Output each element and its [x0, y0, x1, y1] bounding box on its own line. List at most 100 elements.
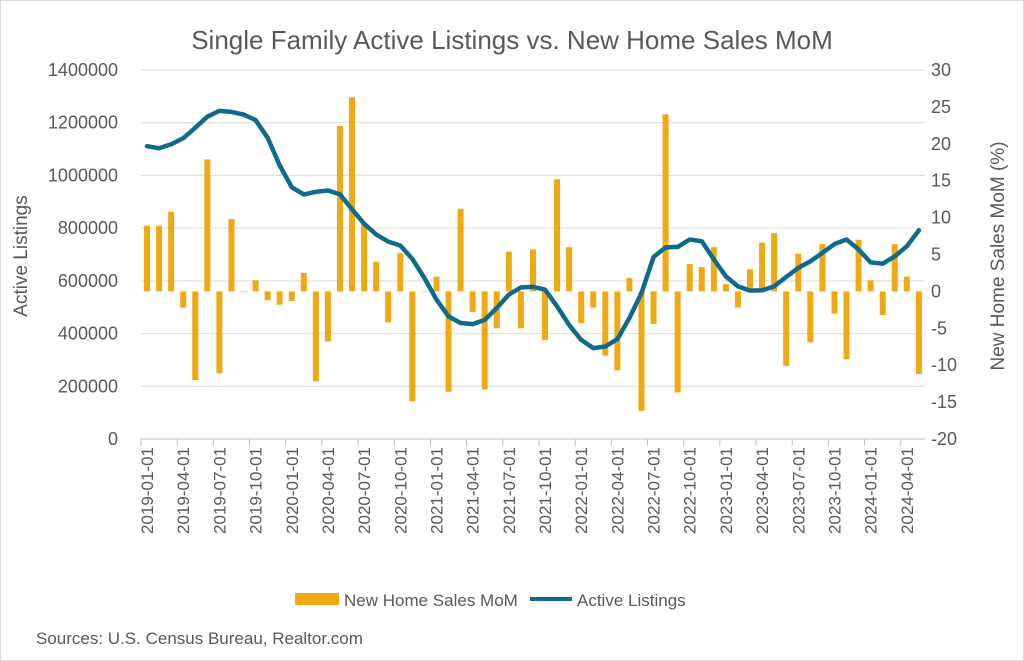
- bar: [349, 97, 356, 292]
- bar: [288, 291, 295, 301]
- bar: [759, 242, 766, 292]
- x-tick-label: 2020-01-01: [283, 447, 302, 534]
- bar: [783, 291, 790, 366]
- right-tick-label: 0: [931, 281, 941, 301]
- x-tick-label: 2019-10-01: [247, 447, 266, 534]
- bar: [915, 291, 922, 375]
- bar: [771, 233, 778, 292]
- x-tick-label: 2023-04-01: [753, 447, 772, 534]
- bar: [590, 291, 597, 308]
- bar: [409, 291, 416, 402]
- bar: [276, 291, 283, 305]
- legend-line-label: Active Listings: [577, 591, 686, 610]
- right-tick-label: 10: [931, 208, 951, 228]
- left-tick-label: 1200000: [48, 113, 118, 133]
- x-tick-label: 2020-04-01: [319, 447, 338, 534]
- bar: [397, 253, 404, 292]
- bar: [505, 251, 512, 292]
- bar: [602, 291, 609, 356]
- bar: [445, 291, 452, 392]
- x-tick-label: 2023-10-01: [825, 447, 844, 534]
- x-tick-label: 2022-04-01: [608, 447, 627, 534]
- right-tick-label: -15: [931, 392, 957, 412]
- bar: [517, 291, 524, 329]
- bar: [698, 267, 705, 292]
- bar: [204, 159, 211, 292]
- chart-title: Single Family Active Listings vs. New Ho…: [191, 25, 833, 55]
- x-tick-label: 2019-07-01: [210, 447, 229, 534]
- right-tick-label: -10: [931, 355, 957, 375]
- bar: [674, 291, 681, 393]
- line-series: [144, 108, 922, 351]
- x-tick-label: 2021-10-01: [536, 447, 555, 534]
- bar: [481, 291, 488, 390]
- x-tick-label: 2022-01-01: [572, 447, 591, 534]
- bar: [638, 291, 645, 411]
- left-tick-label: 200000: [58, 376, 118, 396]
- x-tick-label: 2021-04-01: [464, 447, 483, 534]
- bar: [457, 208, 464, 292]
- right-tick-label: 15: [931, 171, 951, 191]
- axes: 0 200000 400000 600000 800000 1000000 1200000 1…: [48, 60, 957, 534]
- bar: [264, 291, 271, 301]
- legend-bar-swatch: [295, 593, 339, 605]
- bar: [903, 276, 910, 292]
- active-listings-line: [144, 108, 922, 351]
- x-tick-label: 2021-07-01: [500, 447, 519, 534]
- bar: [867, 280, 874, 292]
- bar: [843, 291, 850, 360]
- bar: [566, 247, 573, 292]
- right-tick-label: -5: [931, 318, 947, 338]
- bar: [855, 239, 862, 292]
- left-tick-label: 1400000: [48, 60, 118, 80]
- bar-series: [144, 97, 922, 411]
- right-tick-label: 5: [931, 245, 941, 265]
- bar: [252, 280, 259, 292]
- bar: [747, 269, 754, 292]
- bar: [324, 291, 331, 342]
- x-tick-label: 2023-01-01: [717, 447, 736, 534]
- bar: [554, 179, 561, 292]
- bar: [807, 291, 814, 343]
- x-tick-label: 2020-07-01: [355, 447, 374, 534]
- bar: [734, 291, 741, 308]
- bar: [421, 291, 428, 292]
- bar: [831, 291, 838, 314]
- left-tick-label: 400000: [58, 324, 118, 344]
- bar: [542, 291, 549, 341]
- left-tick-label: 800000: [58, 218, 118, 238]
- right-tick-label: 30: [931, 60, 951, 80]
- bar: [722, 284, 729, 292]
- x-tick-label: 2022-10-01: [681, 447, 700, 534]
- bar: [192, 291, 199, 380]
- right-tick-label: 20: [931, 134, 951, 154]
- bar: [879, 291, 886, 316]
- bar: [156, 225, 163, 292]
- source-note: Sources: U.S. Census Bureau, Realtor.com: [36, 629, 363, 648]
- right-tick-label: -20: [931, 429, 957, 449]
- left-tick-label: 600000: [58, 271, 118, 291]
- gridlines: [141, 69, 925, 387]
- bar: [626, 278, 633, 292]
- bar: [710, 247, 717, 292]
- left-tick-label: 1000000: [48, 165, 118, 185]
- x-tick-label: 2020-10-01: [391, 447, 410, 534]
- bar: [795, 253, 802, 292]
- bar: [300, 272, 307, 292]
- x-tick-label: 2019-01-01: [138, 447, 157, 534]
- x-tick-label: 2024-01-01: [862, 447, 881, 534]
- bar: [336, 126, 343, 292]
- bar: [662, 114, 669, 292]
- bar: [228, 219, 235, 292]
- bar: [144, 225, 151, 292]
- bar: [891, 244, 898, 292]
- bar: [614, 291, 621, 371]
- bar: [385, 291, 392, 323]
- x-tick-label: 2023-07-01: [789, 447, 808, 534]
- left-tick-label: 0: [108, 429, 118, 449]
- bar: [312, 291, 319, 382]
- x-tick-label: 2019-04-01: [174, 447, 193, 534]
- left-axis-title: Active Listings: [11, 195, 32, 316]
- x-tick-label: 2021-01-01: [427, 447, 446, 534]
